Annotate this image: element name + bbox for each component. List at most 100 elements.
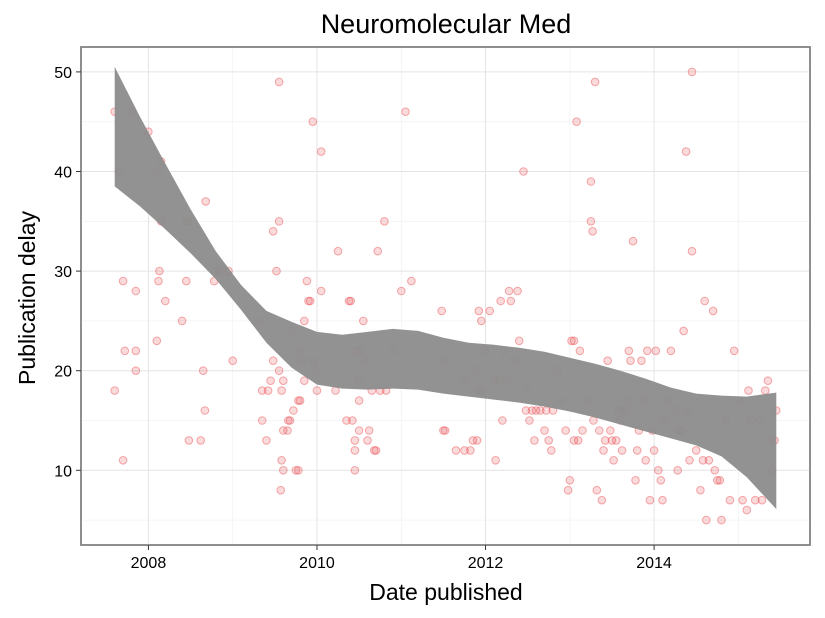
data-point bbox=[350, 446, 360, 455]
data-point bbox=[536, 406, 545, 415]
data-point bbox=[333, 246, 343, 256]
data-point bbox=[407, 276, 416, 286]
data-point bbox=[656, 476, 666, 485]
data-point bbox=[606, 426, 615, 435]
data-point bbox=[519, 167, 528, 176]
data-point bbox=[685, 456, 694, 465]
data-point bbox=[687, 246, 697, 256]
data-point bbox=[279, 426, 288, 435]
data-point bbox=[305, 296, 315, 306]
data-point bbox=[131, 366, 141, 376]
data-point bbox=[300, 316, 309, 326]
data-point bbox=[201, 197, 210, 206]
data-point bbox=[561, 426, 570, 435]
data-point bbox=[681, 147, 691, 156]
data-point bbox=[371, 446, 381, 455]
data-point bbox=[687, 67, 697, 77]
data-point bbox=[182, 276, 191, 286]
data-point bbox=[525, 416, 534, 425]
data-point bbox=[643, 346, 652, 356]
data-point bbox=[350, 466, 360, 475]
data-point bbox=[540, 426, 549, 435]
data-point bbox=[527, 406, 537, 415]
data-point bbox=[710, 466, 720, 475]
data-point bbox=[592, 485, 602, 495]
data-point bbox=[506, 296, 516, 306]
y-axis: 10 20 30 40 50 bbox=[54, 65, 81, 480]
data-point bbox=[498, 416, 507, 425]
data-point bbox=[268, 227, 278, 236]
data-point bbox=[586, 177, 596, 186]
data-point bbox=[198, 366, 208, 376]
data-point bbox=[350, 436, 360, 445]
data-point bbox=[120, 346, 130, 356]
data-point bbox=[569, 336, 579, 346]
x-tick-label: 2008 bbox=[131, 555, 167, 572]
data-point bbox=[474, 306, 484, 316]
x-tick-label: 2010 bbox=[299, 555, 335, 572]
data-point bbox=[590, 77, 600, 87]
data-point bbox=[757, 495, 767, 505]
data-point bbox=[654, 466, 663, 475]
data-point bbox=[729, 346, 739, 356]
data-point bbox=[266, 376, 275, 386]
data-point bbox=[154, 276, 163, 286]
data-point bbox=[354, 396, 364, 405]
data-point bbox=[544, 436, 554, 445]
data-point bbox=[363, 436, 372, 445]
data-point bbox=[597, 495, 607, 505]
data-point bbox=[401, 107, 410, 116]
y-tick-label: 50 bbox=[54, 65, 72, 82]
data-point bbox=[152, 336, 162, 346]
data-point bbox=[257, 416, 267, 425]
data-point bbox=[713, 476, 722, 485]
data-point bbox=[285, 416, 295, 425]
y-tick-label: 20 bbox=[54, 364, 72, 381]
data-point bbox=[589, 416, 598, 425]
data-point bbox=[485, 306, 495, 316]
data-point bbox=[521, 406, 531, 415]
data-point bbox=[300, 376, 309, 386]
data-point bbox=[312, 386, 322, 395]
data-point bbox=[468, 436, 478, 445]
data-point bbox=[708, 306, 718, 316]
data-point bbox=[565, 476, 575, 485]
data-point bbox=[725, 495, 735, 505]
data-point bbox=[738, 495, 747, 505]
chart-title: Neuromolecular Med bbox=[321, 9, 572, 39]
data-point bbox=[679, 326, 688, 336]
data-point bbox=[257, 386, 267, 395]
data-point bbox=[466, 446, 475, 455]
data-point bbox=[504, 286, 514, 296]
data-point bbox=[316, 286, 326, 296]
data-point bbox=[344, 296, 354, 306]
data-point bbox=[575, 346, 585, 356]
data-point bbox=[268, 356, 278, 366]
data-point bbox=[373, 246, 383, 256]
data-point bbox=[588, 227, 597, 236]
data-point bbox=[228, 356, 237, 366]
data-point bbox=[491, 456, 500, 465]
data-point bbox=[263, 386, 273, 395]
data-point bbox=[131, 286, 141, 296]
data-point bbox=[262, 436, 271, 445]
data-point bbox=[586, 217, 596, 226]
data-point bbox=[274, 77, 284, 87]
data-point bbox=[531, 406, 541, 415]
data-point bbox=[200, 406, 210, 415]
x-tick-label: 2012 bbox=[468, 555, 504, 572]
data-point bbox=[673, 466, 683, 475]
data-point bbox=[607, 436, 617, 445]
data-point bbox=[626, 356, 635, 366]
data-point bbox=[763, 376, 773, 386]
data-point bbox=[380, 217, 389, 226]
data-point bbox=[761, 386, 770, 395]
data-point bbox=[609, 456, 618, 465]
data-point bbox=[750, 495, 760, 505]
data-point bbox=[460, 446, 469, 455]
data-point bbox=[702, 515, 711, 525]
data-point bbox=[274, 217, 284, 226]
data-point bbox=[276, 485, 286, 495]
data-point bbox=[600, 436, 610, 445]
data-point bbox=[440, 426, 450, 435]
